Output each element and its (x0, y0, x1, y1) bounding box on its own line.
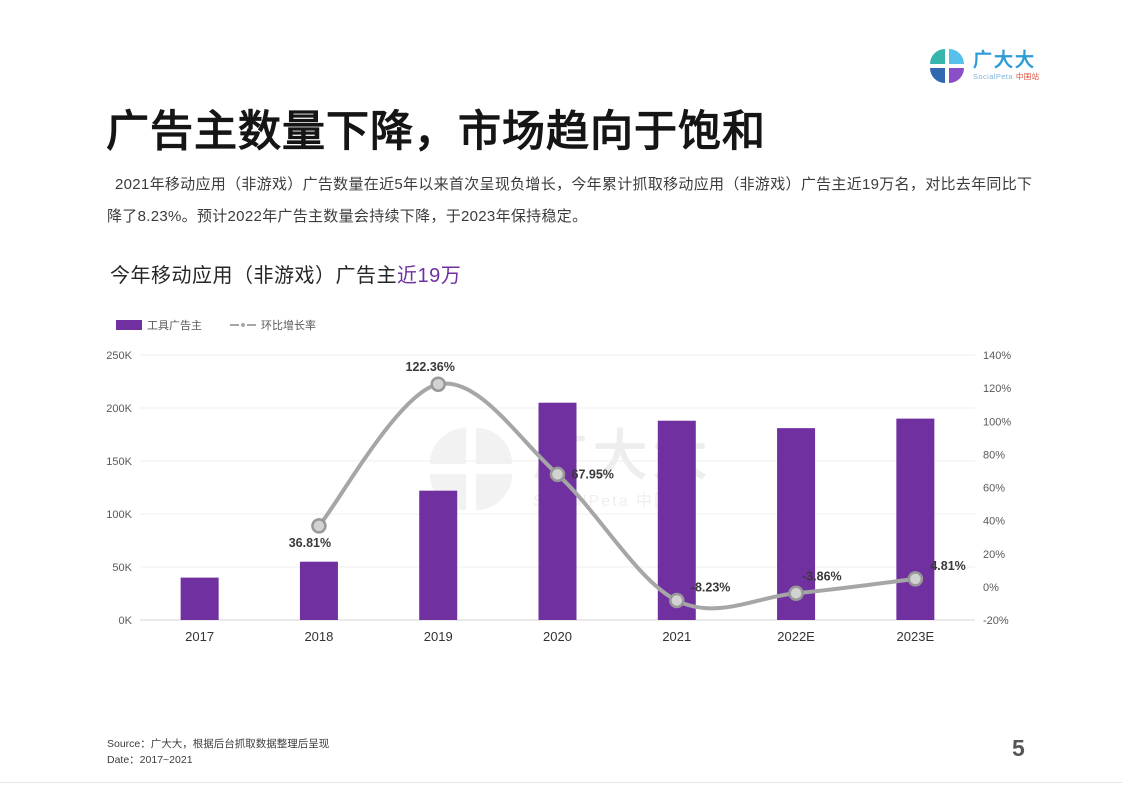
summary-paragraph: 2021年移动应用（非游戏）广告数量在近5年以来首次呈现负增长，今年累计抓取移动… (107, 176, 1033, 225)
page-title: 广告主数量下降，市场趋向于饱和 (106, 108, 766, 156)
line-legend-swatch (230, 323, 256, 327)
left-axis-tick: 250K (106, 350, 132, 362)
right-axis-tick: 120% (983, 383, 1011, 395)
x-axis-label: 2022E (777, 629, 815, 644)
line-data-label: -3.86% (802, 569, 842, 583)
line-data-label: 36.81% (289, 536, 331, 550)
chart-legend: 工具广告主 环比增长率 (116, 317, 316, 333)
left-axis-tick: 50K (112, 562, 132, 574)
left-axis-tick: 0K (119, 615, 133, 627)
x-axis-label: 2023E (897, 629, 935, 644)
chart-area: 0K 50K 100K 150K 200K 250K -20% 0% 20% 40% 60% 80% 1… (95, 348, 1040, 653)
line-data-label: 4.81% (930, 559, 965, 573)
legend-item-bar: 工具广告主 (116, 317, 202, 333)
bar-2023E (896, 418, 935, 620)
right-axis-tick: 140% (983, 350, 1011, 362)
brand-logo-icon (930, 49, 964, 83)
x-axis-label: 2018 (304, 629, 333, 644)
brand-logo-text: 广大大 SocialPeta 中国站 (973, 51, 1040, 81)
brand-logo: 广大大 SocialPeta 中国站 (928, 47, 1040, 85)
brand-subtitle-en: SocialPeta (973, 72, 1013, 82)
bar-2017 (180, 577, 219, 620)
left-axis-tick: 100K (106, 509, 132, 521)
x-axis-label: 2017 (185, 629, 214, 644)
line-marker (430, 376, 446, 392)
line-marker (788, 585, 804, 602)
x-axis-label: 2019 (424, 629, 453, 644)
brand-subtitle-cn: 中国站 (1015, 72, 1040, 82)
bottom-divider (0, 782, 1122, 783)
right-axis-tick: 20% (983, 549, 1005, 561)
right-axis-tick: 100% (983, 416, 1011, 428)
x-axis-label: 2020 (543, 629, 572, 644)
left-axis-tick: 200K (106, 403, 132, 415)
left-axis-tick: 150K (106, 456, 132, 468)
bar-legend-swatch (116, 320, 142, 330)
right-axis-tick: 40% (983, 516, 1005, 528)
chart-subtitle-main: 今年移动应用（非游戏）广告主 (110, 265, 397, 287)
right-axis-tick: 80% (983, 449, 1005, 461)
footer-date: Date：2017~2021 (107, 753, 193, 766)
line-marker (549, 466, 566, 483)
brand-name: 广大大 (973, 50, 1037, 72)
bar-2019 (419, 490, 458, 620)
right-axis-tick: -20% (983, 615, 1009, 627)
bar-2020 (538, 402, 577, 620)
right-axis-tick: 0% (983, 582, 999, 594)
bar-line-chart: 0K 50K 100K 150K 200K 250K -20% 0% 20% 40% 60% 80% 1… (106, 350, 1011, 644)
legend-item-line: 环比增长率 (230, 317, 316, 333)
line-legend-label: 环比增长率 (261, 320, 316, 332)
line-marker (669, 592, 685, 609)
footer: Source：广大大，根据后台抓取数据整理后呈现 Date：2017~2021 (107, 737, 329, 769)
chart-subtitle: 今年移动应用（非游戏）广告主近19万 (110, 259, 461, 288)
line-marker (907, 571, 924, 587)
line-data-label: 122.36% (406, 360, 455, 374)
line-marker (311, 518, 327, 534)
footer-source: Source：广大大，根据后台抓取数据整理后呈现 (107, 738, 330, 750)
right-axis-tick: 60% (983, 483, 1005, 495)
chart-subtitle-highlight: 近19万 (397, 265, 462, 287)
line-data-label: 67.95% (572, 467, 614, 481)
page-number: 5 (1012, 735, 1025, 761)
brand-subtitle: SocialPeta 中国站 (973, 73, 1040, 81)
x-axis-label: 2021 (662, 629, 691, 644)
bar-2021 (657, 420, 696, 620)
line-data-label: -8.23% (691, 581, 731, 595)
bar-legend-label: 工具广告主 (147, 320, 202, 332)
bar-2018 (299, 561, 338, 620)
